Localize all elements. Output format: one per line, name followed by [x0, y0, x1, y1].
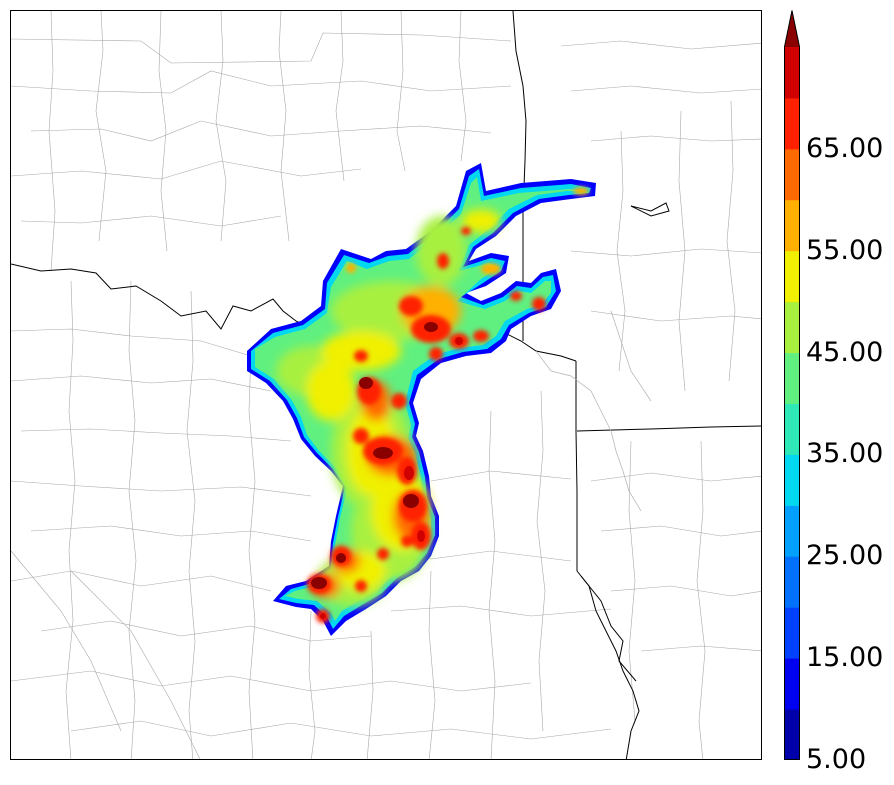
colorbar-segment — [784, 199, 800, 252]
colorbar-segment — [784, 403, 800, 455]
colorbar-segment — [784, 250, 800, 303]
colorbar-segment — [784, 556, 800, 608]
colorbar-segment — [784, 47, 800, 99]
map-panel — [10, 10, 762, 760]
colorbar-segment — [784, 352, 800, 404]
colorbar-segment — [784, 505, 800, 557]
map-canvas — [11, 11, 761, 759]
colorbar-tick-label: 25.00 — [806, 540, 884, 572]
colorbar-outline — [784, 10, 800, 760]
colorbar-segment — [784, 454, 800, 506]
colorbar-tick-label: 45.00 — [806, 336, 884, 368]
colorbar-tick-label: 5.00 — [806, 744, 867, 775]
colorbar-svg — [784, 10, 800, 761]
colorbar-segment — [784, 148, 800, 201]
colorbar-tick-label: 35.00 — [806, 438, 884, 470]
colorbar-tick-label: 15.00 — [806, 642, 884, 674]
colorbar-segment — [784, 97, 800, 150]
reflectivity-swath — [247, 163, 596, 636]
colorbar-segment — [784, 658, 800, 710]
colorbar-segment — [784, 301, 800, 354]
colorbar-tick-label: 65.00 — [806, 132, 884, 164]
colorbar-tick-label: 55.00 — [806, 234, 884, 266]
colorbar-segment — [784, 607, 800, 659]
colorbar — [784, 10, 800, 761]
colorbar-extend-arrow — [784, 10, 800, 47]
colorbar-segment — [784, 709, 800, 761]
rivers — [535, 310, 652, 512]
county-lines — [11, 11, 761, 759]
